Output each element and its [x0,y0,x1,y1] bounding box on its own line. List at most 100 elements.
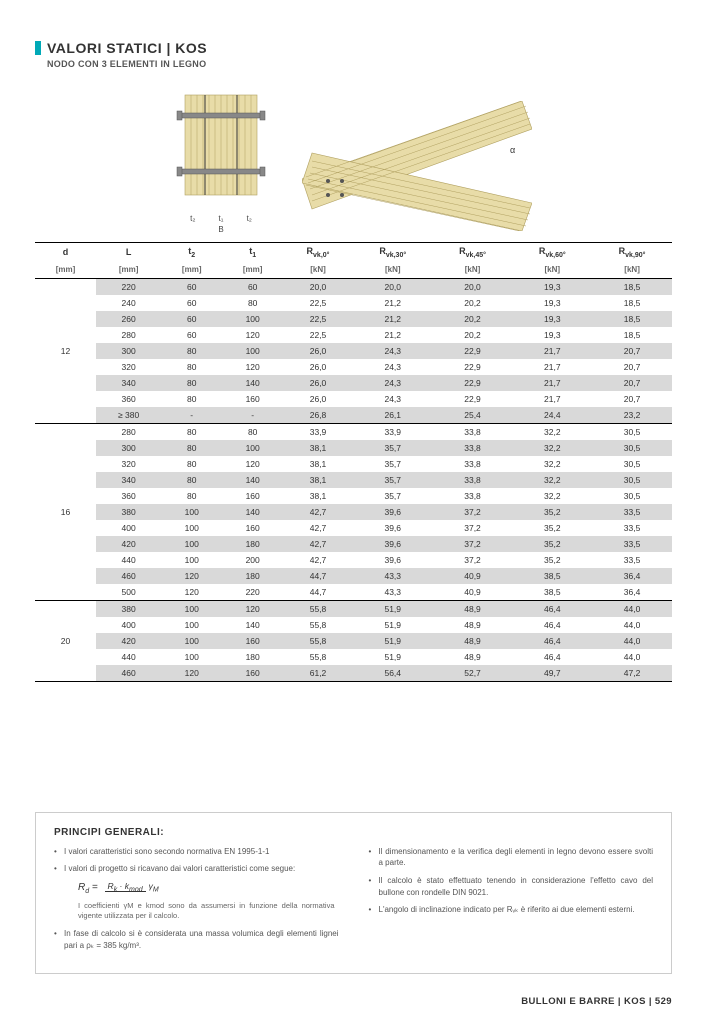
cell: 140 [222,375,283,391]
cell: 38,5 [512,584,592,601]
cell: 80 [161,391,222,407]
cell: 140 [222,504,283,520]
col-header: d [35,243,96,262]
cell: 320 [96,359,161,375]
table-row: 46012016061,256,452,749,747,2 [35,665,672,682]
cell: ≥ 380 [96,407,161,424]
col-unit: [kN] [433,262,513,279]
cell: 51,9 [353,600,433,617]
cell: 33,9 [283,423,353,440]
cell: 100 [161,633,222,649]
cell: 30,5 [592,456,672,472]
cell: 33,8 [433,472,513,488]
cell: 32,2 [512,456,592,472]
cell: 37,2 [433,504,513,520]
cell: 380 [96,504,161,520]
cell: 460 [96,665,161,682]
cell: 180 [222,536,283,552]
diagram-angle: α [302,101,532,234]
cell: 21,2 [353,327,433,343]
cell: 48,9 [433,600,513,617]
cell: 100 [161,617,222,633]
cell: 20,7 [592,359,672,375]
principles-left: I valori caratteristici sono secondo nor… [54,846,339,957]
cell: 120 [161,584,222,601]
d-cell: 20 [35,600,96,681]
cell: 80 [161,359,222,375]
cell: 300 [96,343,161,359]
table-row: 2038010012055,851,948,946,444,0 [35,600,672,617]
cell: 43,3 [353,584,433,601]
cell: 32,2 [512,423,592,440]
col-header: t2 [161,243,222,262]
cell: 32,2 [512,472,592,488]
cell: 100 [161,649,222,665]
table-row: 38010014042,739,637,235,233,5 [35,504,672,520]
cell: 100 [222,440,283,456]
cell: 44,7 [283,584,353,601]
cell: 24,4 [512,407,592,424]
cell: 100 [161,536,222,552]
cell: 80 [161,440,222,456]
table-row: 46012018044,743,340,938,536,4 [35,568,672,584]
cell: 33,9 [353,423,433,440]
cell: 20,7 [592,391,672,407]
cell: 44,0 [592,600,672,617]
cell: 400 [96,520,161,536]
cell: 180 [222,568,283,584]
cell: 60 [161,327,222,343]
cell: 340 [96,472,161,488]
cell: 22,5 [283,295,353,311]
cell: 120 [222,456,283,472]
cell: 42,7 [283,552,353,568]
principle-item: L'angolo di inclinazione indicato per Rᵥ… [369,904,654,916]
cell: 21,2 [353,311,433,327]
cell: 35,7 [353,440,433,456]
cell: 48,9 [433,649,513,665]
cell: 26,0 [283,391,353,407]
cell: 80 [161,488,222,504]
cell: 20,0 [433,278,513,295]
cell: 42,7 [283,520,353,536]
cell: 21,2 [353,295,433,311]
cell: 19,3 [512,311,592,327]
cell: 460 [96,568,161,584]
cell: 100 [222,343,283,359]
table-row: 40010016042,739,637,235,233,5 [35,520,672,536]
cell: 24,3 [353,391,433,407]
cell: 24,3 [353,343,433,359]
values-table: dLt2t1Rvk,0°Rvk,30°Rvk,45°Rvk,60°Rvk,90°… [35,242,672,682]
cell: 140 [222,472,283,488]
cell: 22,5 [283,311,353,327]
cell: 100 [161,600,222,617]
cell: 51,9 [353,649,433,665]
cell: 22,5 [283,327,353,343]
table-row: 240608022,521,220,219,318,5 [35,295,672,311]
col-unit: [kN] [592,262,672,279]
col-unit: [mm] [96,262,161,279]
cell: 23,2 [592,407,672,424]
cell: 46,4 [512,617,592,633]
cell: 38,1 [283,488,353,504]
cell: 80 [161,343,222,359]
cell: 37,2 [433,536,513,552]
table-row: 3608016026,024,322,921,720,7 [35,391,672,407]
accent-bar [35,41,41,55]
cell: 44,0 [592,633,672,649]
cell: 39,6 [353,504,433,520]
table-row: 16280808033,933,933,832,230,5 [35,423,672,440]
table-head: dLt2t1Rvk,0°Rvk,30°Rvk,45°Rvk,60°Rvk,90°… [35,243,672,279]
cell: 420 [96,633,161,649]
cell: 39,6 [353,520,433,536]
table-row: 3408014026,024,322,921,720,7 [35,375,672,391]
col-unit: [mm] [222,262,283,279]
table-row: 44010018055,851,948,946,444,0 [35,649,672,665]
cell: 40,9 [433,584,513,601]
cell: 22,9 [433,375,513,391]
table-row: 42010018042,739,637,235,233,5 [35,536,672,552]
cell: 35,2 [512,504,592,520]
cell: 100 [161,504,222,520]
cell: 30,5 [592,488,672,504]
cell: 160 [222,633,283,649]
table-row: 3008010026,024,322,921,720,7 [35,343,672,359]
